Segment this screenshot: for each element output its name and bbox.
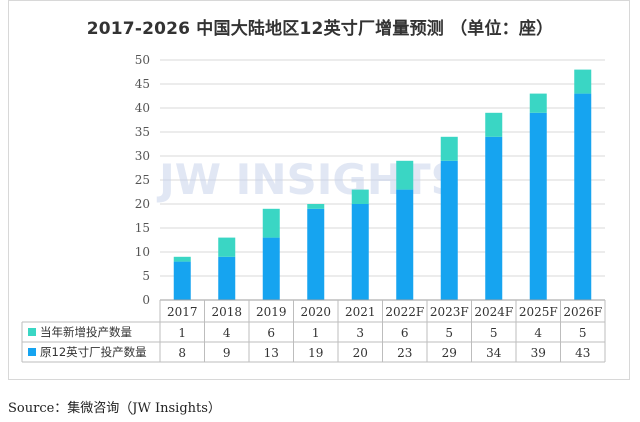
bar-new-2018 [218, 237, 236, 257]
y-tick-label: 5 [142, 269, 150, 283]
bar-base-2020 [307, 208, 325, 300]
x-tick-label: 2022F [385, 305, 424, 319]
bar-base-2023F [440, 160, 458, 300]
source-note: Source：集微咨询（JW Insights） [8, 401, 221, 416]
bar-base-2019 [262, 237, 280, 300]
x-tick-label: 2019 [256, 305, 287, 319]
y-tick-label: 20 [135, 197, 150, 211]
data-label: 8 [178, 346, 186, 360]
y-tick-label: 10 [135, 245, 150, 259]
bar-new-2023F [440, 136, 458, 161]
data-label: 29 [442, 346, 457, 360]
data-label: 1 [178, 326, 186, 340]
data-label: 5 [579, 326, 587, 340]
data-label: 20 [353, 346, 368, 360]
data-label: 4 [223, 326, 231, 340]
bar-new-2026F [574, 69, 592, 94]
bar-new-2025F [529, 93, 547, 113]
bars [173, 69, 592, 300]
x-tick-label: 2024F [474, 305, 513, 319]
y-tick-label: 15 [135, 221, 150, 235]
y-tick-label: 45 [135, 77, 150, 91]
x-tick-label: 2025F [519, 305, 558, 319]
bar-base-2021 [351, 204, 369, 300]
legend-swatch [28, 328, 36, 336]
bar-new-2019 [262, 208, 280, 238]
y-axis-ticks: 0 5 10 15 20 25 30 35 40 45 50 [135, 53, 150, 307]
bar-new-2017 [173, 256, 191, 262]
legend-label: 当年新增投产数量 [40, 325, 132, 339]
data-label: 9 [223, 346, 231, 360]
watermark: JW INSIGHTS [156, 155, 461, 204]
data-label: 6 [401, 326, 409, 340]
bar-new-2020 [307, 204, 325, 209]
bar-base-2018 [218, 256, 236, 300]
data-label: 19 [308, 346, 323, 360]
data-table: 2017 2018 2019 2020 2021 2022F 2023F 2024F 2025F… [21, 299, 606, 363]
bar-new-2021 [351, 189, 369, 204]
bar-base-2017 [173, 261, 191, 300]
y-tick-label: 50 [135, 53, 150, 67]
x-tick-label: 2017 [167, 305, 198, 319]
data-label: 13 [264, 346, 279, 360]
y-tick-label: 30 [135, 149, 150, 163]
data-label: 43 [575, 346, 590, 360]
data-label: 23 [397, 346, 412, 360]
bar-new-2024F [485, 112, 503, 137]
bar-new-2022F [396, 160, 414, 190]
y-tick-label: 0 [142, 293, 150, 307]
chart-title: 2017-2026 中国大陆地区12英寸厂增量预测 （单位：座） [86, 19, 554, 39]
bar-base-2022F [396, 189, 414, 300]
bar-base-2025F [529, 112, 547, 300]
data-label: 3 [356, 326, 364, 340]
legend-label: 原12英寸厂投产数量 [40, 345, 147, 359]
y-tick-label: 35 [135, 125, 150, 139]
y-tick-label: 25 [135, 173, 150, 187]
x-tick-label: 2020 [300, 305, 331, 319]
data-label: 5 [490, 326, 498, 340]
data-label: 5 [445, 326, 453, 340]
x-tick-label: 2023F [430, 305, 469, 319]
x-tick-label: 2018 [211, 305, 242, 319]
bar-base-2026F [574, 93, 592, 300]
bar-base-2024F [485, 136, 503, 300]
y-tick-label: 40 [135, 101, 150, 115]
data-label: 4 [534, 326, 542, 340]
x-tick-label: 2026F [563, 305, 602, 319]
chart-frame [8, 0, 630, 380]
data-label: 6 [267, 326, 275, 340]
x-tick-label: 2021 [345, 305, 376, 319]
data-label: 1 [312, 326, 320, 340]
data-label: 39 [531, 346, 546, 360]
data-label: 34 [486, 346, 502, 360]
legend-swatch [28, 348, 36, 356]
